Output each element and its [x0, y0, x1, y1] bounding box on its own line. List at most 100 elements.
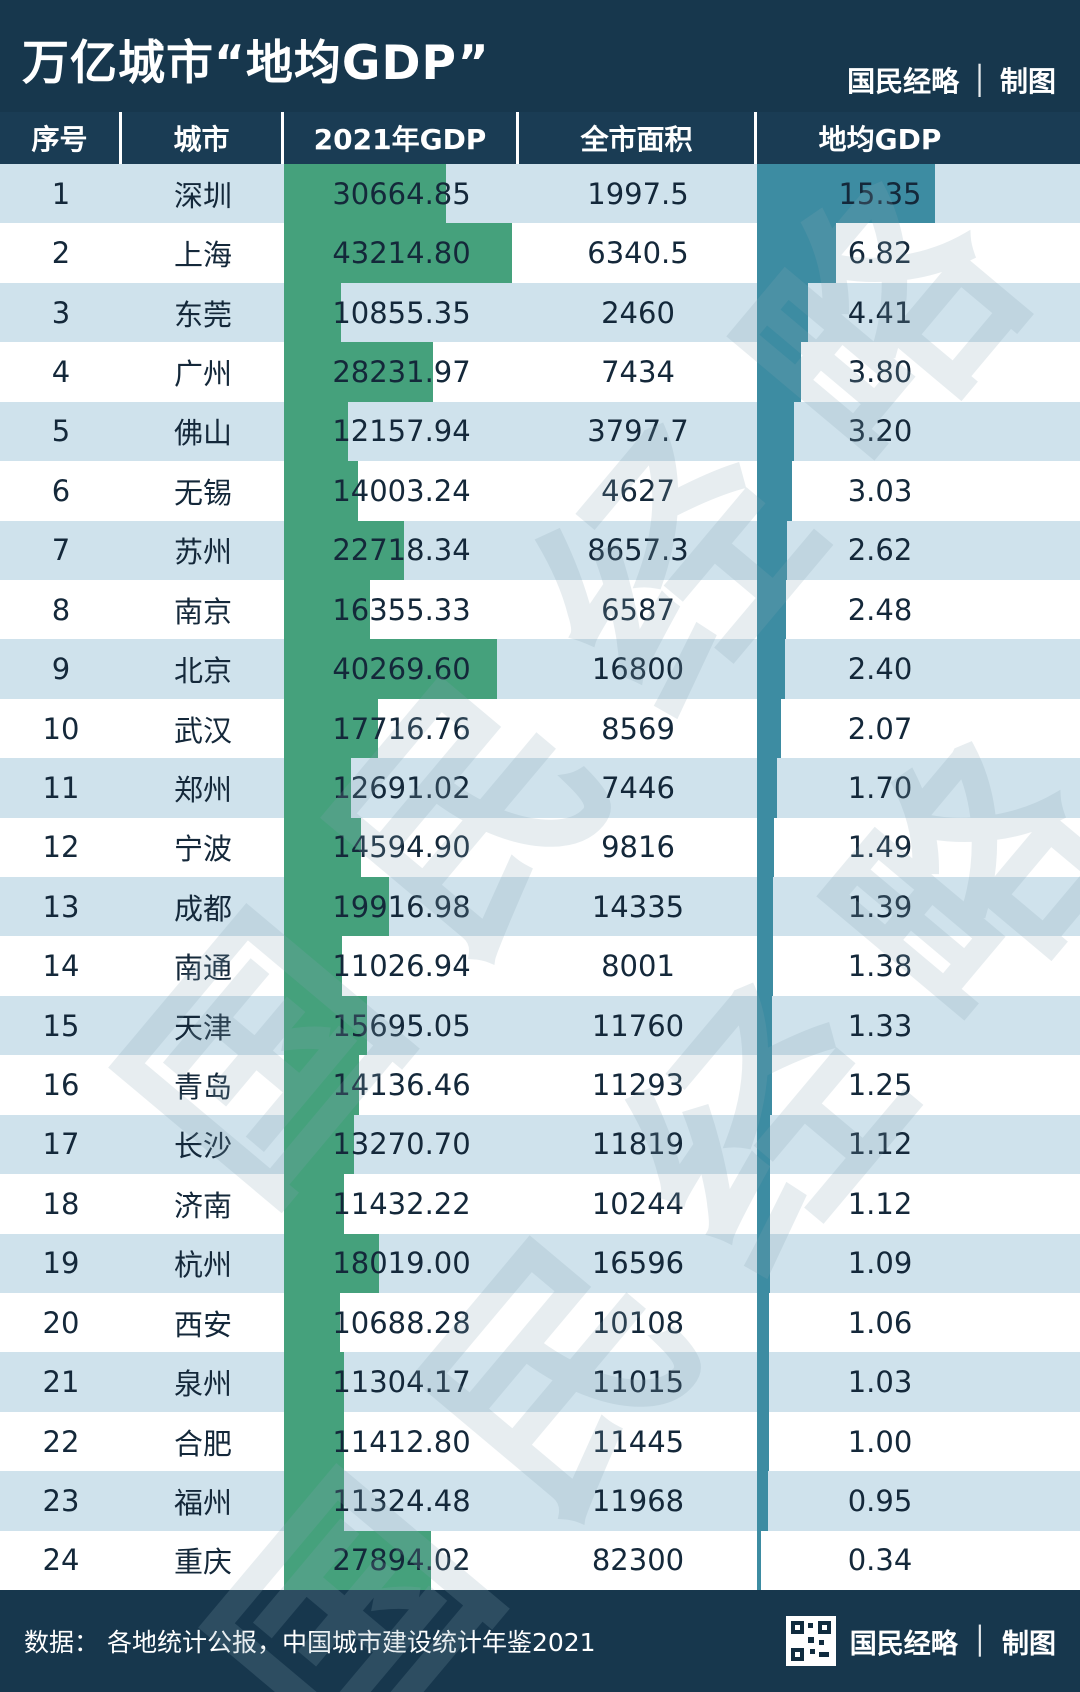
gdp-cell: 43214.80 [284, 223, 519, 283]
gdp-bar [284, 1114, 354, 1175]
area-cell: 11293 [591, 1068, 685, 1103]
density-cell: 1.03 [757, 1352, 1080, 1412]
city-cell: 深圳 [173, 178, 232, 213]
density-bar [757, 995, 773, 1056]
table-row: 19 杭州 18019.00 16596 1.09 [0, 1233, 1080, 1294]
column-header-density: 地均GDP [757, 112, 1080, 164]
footer-brand-suffix: 制图 [1002, 1628, 1056, 1660]
gdp-value: 12157.94 [332, 414, 471, 449]
area-cell: 4627 [601, 473, 675, 508]
gdp-value: 15695.05 [332, 1008, 471, 1043]
gdp-value: 14594.90 [332, 830, 471, 865]
gdp-value: 10855.35 [332, 295, 471, 330]
footer-brand: 国民经略 │ 制图 [785, 1616, 1056, 1666]
density-cell: 1.49 [757, 817, 1080, 878]
gdp-cell: 11026.94 [284, 936, 519, 996]
gdp-cell: 27894.02 [284, 1530, 519, 1591]
rank-cell: 1 [51, 176, 71, 211]
density-value: 1.09 [847, 1246, 913, 1281]
gdp-bar [284, 698, 378, 759]
gdp-bar [284, 1530, 432, 1591]
gdp-cell: 11412.80 [284, 1411, 519, 1472]
gdp-bar [284, 817, 361, 878]
city-cell: 福州 [173, 1485, 232, 1520]
table-row: 13 成都 19916.98 14335 1.39 [0, 877, 1080, 937]
density-value: 2.40 [847, 652, 913, 687]
gdp-cell: 19916.98 [284, 877, 519, 937]
rank-cell: 17 [42, 1127, 80, 1162]
rank-cell: 12 [42, 830, 80, 865]
data-source: 数据： 各地统计公报，中国城市建设统计年鉴2021 [24, 1628, 596, 1657]
rank-cell: 14 [42, 949, 80, 984]
city-cell: 济南 [173, 1188, 232, 1223]
density-bar [757, 223, 837, 283]
density-cell: 1.12 [757, 1174, 1080, 1234]
density-value: 1.38 [847, 949, 913, 984]
area-cell: 82300 [591, 1543, 685, 1578]
gdp-bar [284, 639, 497, 699]
density-bar [757, 758, 777, 818]
rank-cell: 8 [51, 592, 71, 627]
rank-cell: 15 [42, 1008, 80, 1043]
rank-cell: 16 [42, 1068, 80, 1103]
density-bar [757, 401, 795, 462]
table-row: 17 长沙 13270.70 11819 1.12 [0, 1114, 1080, 1175]
page-title: 万亿城市“地均GDP” [22, 36, 490, 91]
density-bar [757, 520, 788, 580]
city-cell: 佛山 [173, 416, 232, 451]
density-value: 3.80 [847, 354, 913, 389]
density-value: 1.39 [847, 889, 913, 924]
density-value: 1.12 [847, 1186, 913, 1221]
gdp-bar [284, 1174, 345, 1234]
density-bar [757, 1174, 770, 1234]
area-cell: 11015 [591, 1365, 685, 1400]
density-bar [757, 342, 802, 402]
density-value: 1.00 [847, 1424, 913, 1459]
area-cell: 11819 [591, 1127, 685, 1162]
gdp-cell: 18019.00 [284, 1233, 519, 1294]
gdp-value: 17716.76 [332, 711, 471, 746]
header-brand: 国民经略 │ 制图 [847, 60, 1056, 100]
rank-cell: 7 [51, 533, 71, 568]
area-cell: 16800 [591, 652, 685, 687]
density-cell: 2.48 [757, 579, 1080, 640]
header: 万亿城市“地均GDP” 国民经略 │ 制图 [0, 0, 1080, 112]
gdp-bar [284, 401, 349, 462]
density-cell: 1.00 [757, 1411, 1080, 1472]
density-cell: 3.03 [757, 461, 1080, 521]
gdp-value: 11324.48 [332, 1483, 471, 1518]
density-bar [757, 639, 785, 699]
table-row: 8 南京 16355.33 6587 2.48 [0, 579, 1080, 640]
gdp-cell: 14594.90 [284, 817, 519, 878]
table-row: 23 福州 11324.48 11968 0.95 [0, 1471, 1080, 1531]
area-cell: 7446 [601, 770, 675, 805]
density-cell: 1.25 [757, 1055, 1080, 1115]
city-cell: 无锡 [173, 475, 232, 510]
table-row: 20 西安 10688.28 10108 1.06 [0, 1293, 1080, 1353]
gdp-bar [284, 758, 351, 818]
area-cell: 11445 [591, 1424, 685, 1459]
density-bar [757, 698, 781, 759]
gdp-cell: 16355.33 [284, 579, 519, 640]
density-cell: 0.34 [757, 1530, 1080, 1591]
area-cell: 14335 [591, 889, 685, 924]
density-bar [757, 1530, 761, 1591]
area-cell: 2460 [601, 295, 675, 330]
gdp-cell: 11432.22 [284, 1174, 519, 1234]
density-cell: 2.40 [757, 639, 1080, 699]
density-value: 1.12 [847, 1127, 913, 1162]
city-cell: 上海 [173, 238, 232, 273]
density-cell: 2.62 [757, 520, 1080, 580]
rank-cell: 13 [42, 889, 80, 924]
area-cell: 9816 [601, 830, 675, 865]
table-header-row: 序号 城市 2021年GDP 全市面积 地均GDP [0, 112, 1080, 164]
density-value: 0.95 [847, 1483, 913, 1518]
table-row: 21 泉州 11304.17 11015 1.03 [0, 1352, 1080, 1412]
density-value: 2.48 [847, 592, 913, 627]
gdp-value: 19916.98 [332, 889, 471, 924]
density-value: 1.03 [847, 1365, 913, 1400]
city-cell: 南京 [173, 594, 232, 629]
gdp-value: 14003.24 [332, 473, 471, 508]
rank-cell: 2 [51, 236, 71, 271]
